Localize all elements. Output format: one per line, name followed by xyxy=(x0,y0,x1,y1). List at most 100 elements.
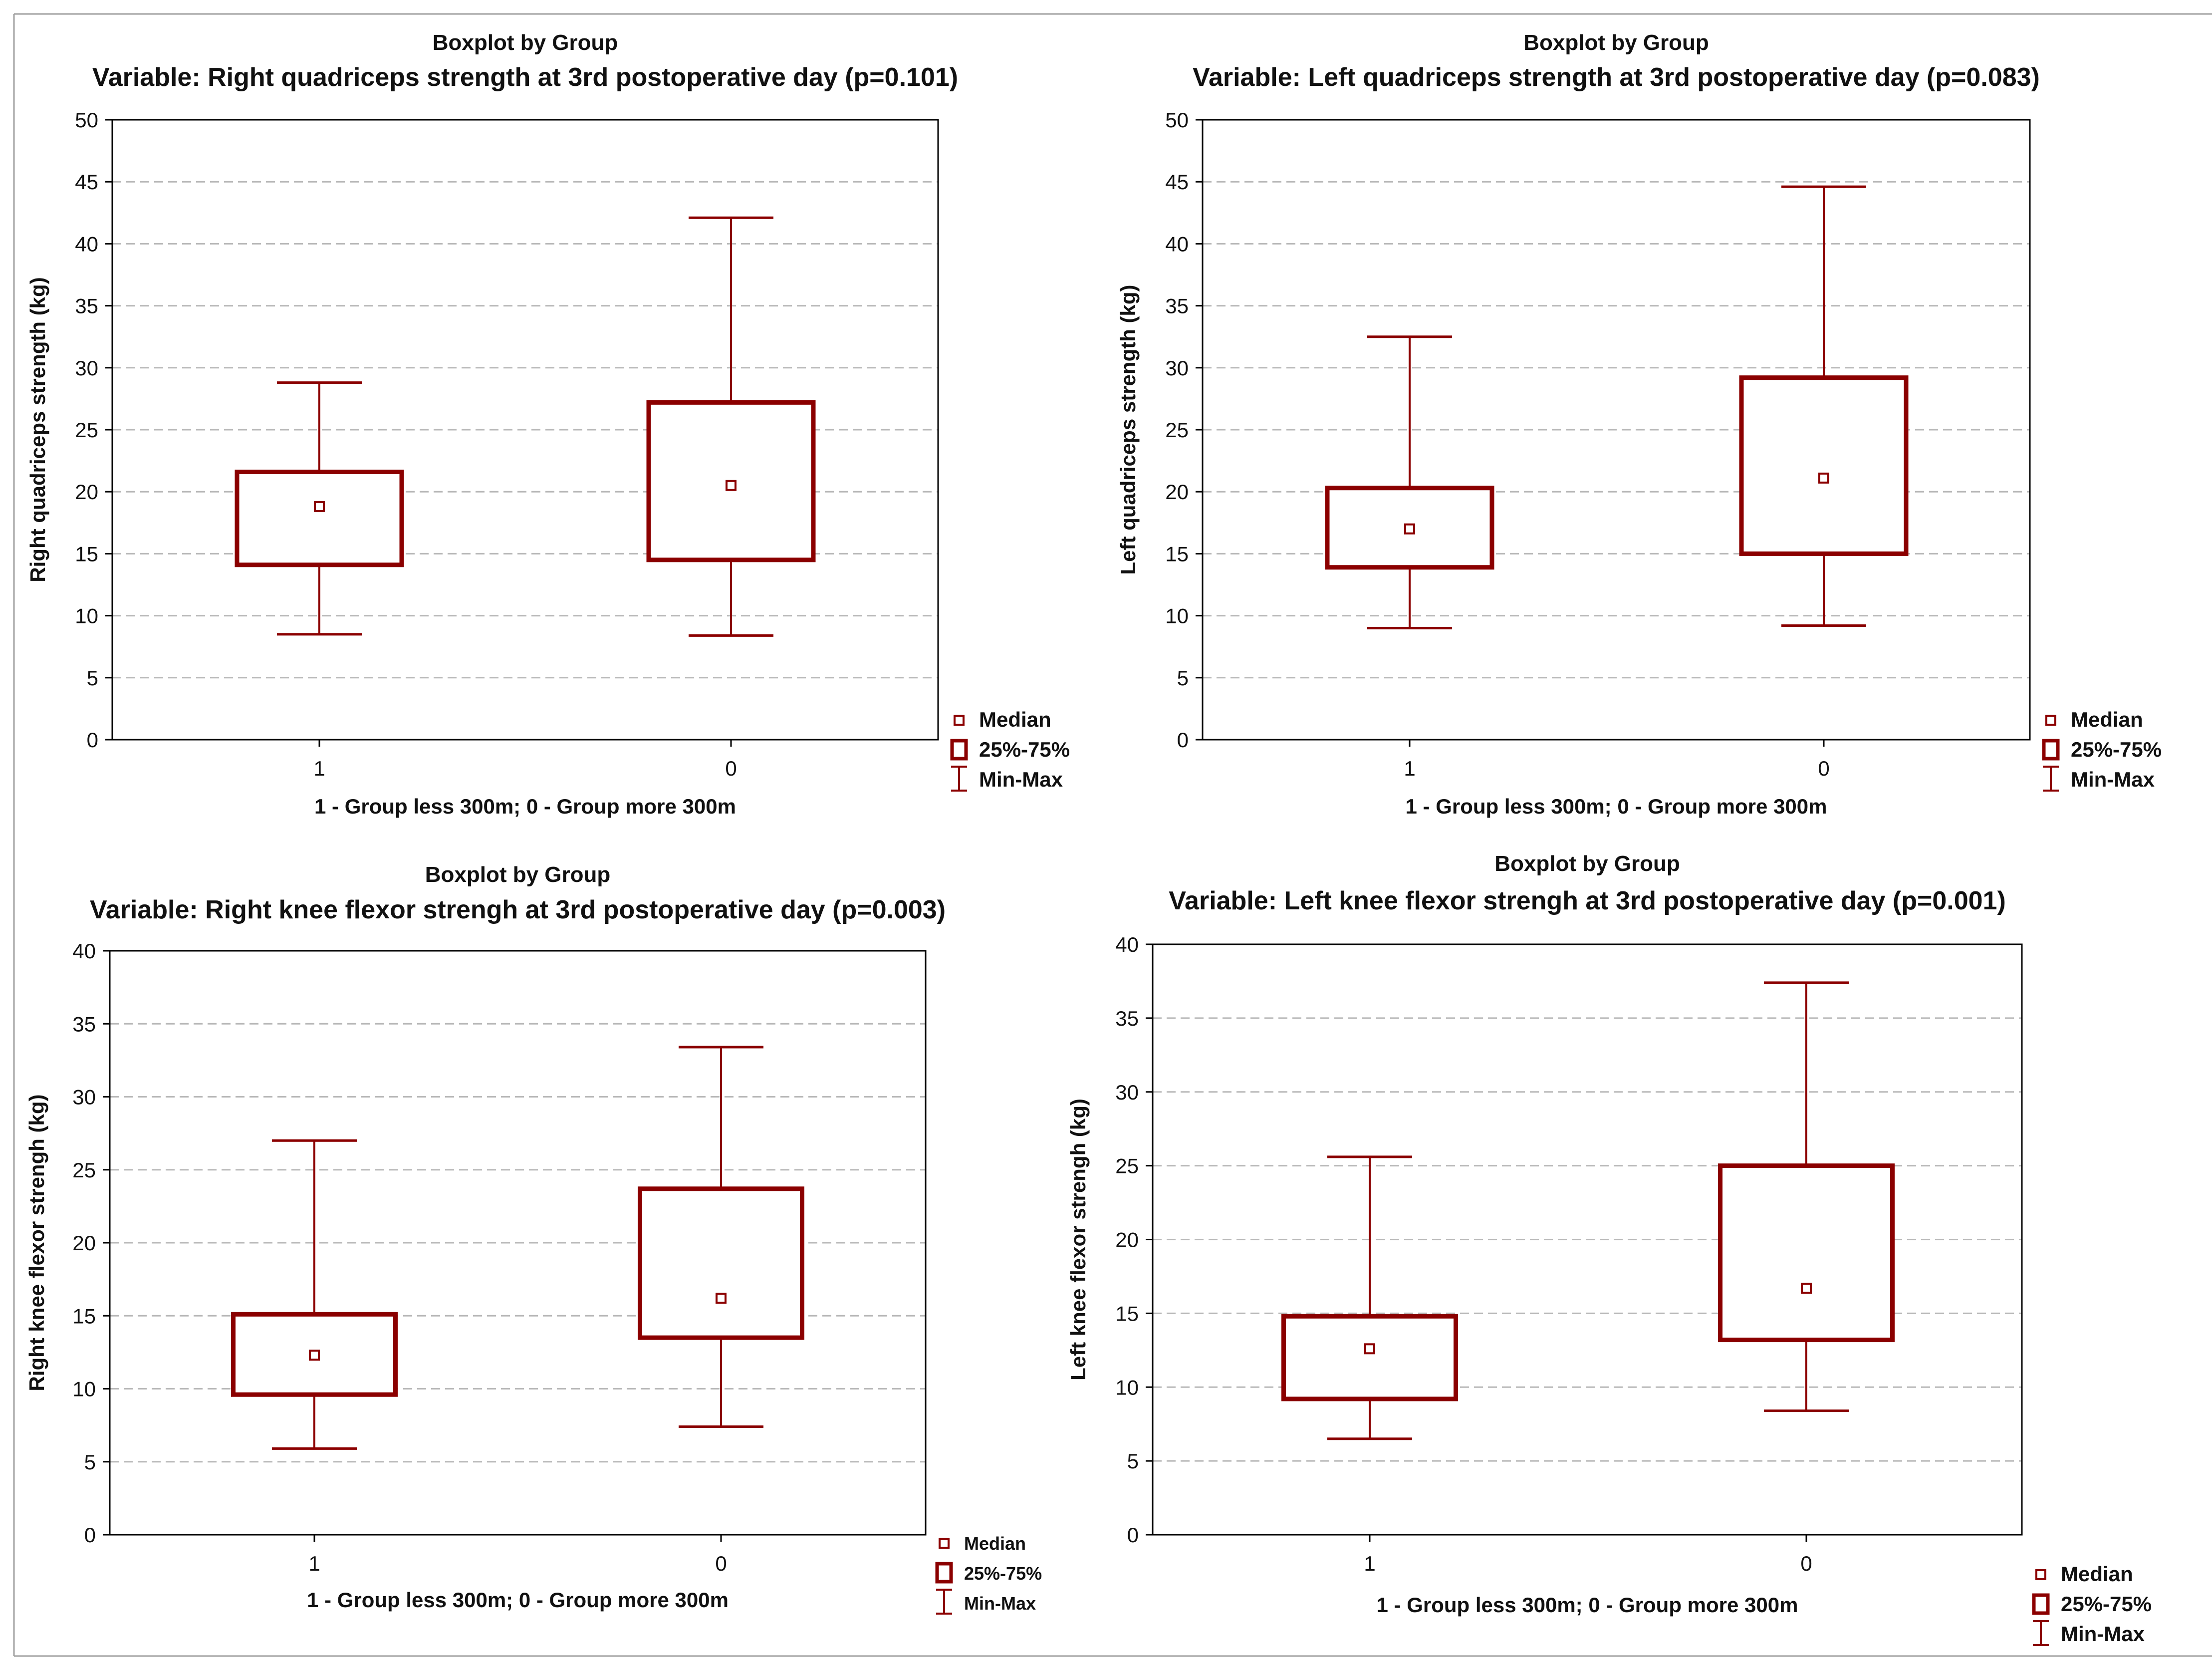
x-tick-label: 0 xyxy=(1800,1552,1812,1575)
y-tick-label: 30 xyxy=(1165,356,1189,380)
boxplot-group-0 xyxy=(646,216,816,637)
median-marker xyxy=(716,1293,727,1304)
y-tick-label: 25 xyxy=(1115,1154,1139,1178)
x-tick-label: 1 xyxy=(313,757,325,780)
y-tick-label: 40 xyxy=(1115,933,1139,956)
chart-1-subtitle: Variable: Right quadriceps strength at 3… xyxy=(92,63,958,92)
median-square-icon xyxy=(954,715,965,726)
legend-min-max-label: Min-Max xyxy=(2071,768,2155,791)
y-tick-label: 35 xyxy=(1165,294,1189,318)
median-marker xyxy=(1404,523,1415,535)
legend-median-label: Median xyxy=(964,1533,1026,1554)
y-tick-label: 45 xyxy=(75,170,98,194)
x-tick-label: 1 xyxy=(1404,757,1415,780)
chart-4-subtitle: Variable: Left knee flexor strengh at 3r… xyxy=(1169,886,2006,915)
median-square-icon xyxy=(2035,1569,2046,1580)
chart-3-x-axis-label: 1 - Group less 300m; 0 - Group more 300m xyxy=(307,1588,729,1612)
chart-3-y-axis-label: Right knee flexor strengh (kg) xyxy=(25,1094,48,1391)
legend-median-label: Median xyxy=(2071,708,2143,731)
y-tick-label: 20 xyxy=(72,1231,96,1255)
chart-4-x-axis-label: 1 - Group less 300m; 0 - Group more 300m xyxy=(1377,1593,1798,1617)
chart-2-title: Boxplot by Group xyxy=(1523,30,1709,55)
y-tick-label: 35 xyxy=(1115,1007,1139,1030)
iqr-box-icon xyxy=(2032,1593,2050,1615)
y-tick-label: 25 xyxy=(1165,418,1189,442)
iqr-box xyxy=(235,469,404,567)
y-tick-label: 15 xyxy=(72,1304,96,1328)
y-tick-label: 0 xyxy=(87,728,98,752)
iqr-box xyxy=(1281,1314,1458,1401)
y-tick-label: 20 xyxy=(1115,1228,1139,1252)
chart-1: Boxplot by Group Variable: Right quadrice… xyxy=(26,30,1070,818)
iqr-box-icon xyxy=(935,1562,953,1584)
boxplot-group-1 xyxy=(1325,335,1494,629)
y-tick-label: 15 xyxy=(75,542,98,565)
y-tick-label: 0 xyxy=(1127,1523,1139,1547)
y-tick-label: 40 xyxy=(1165,232,1189,256)
y-tick-label: 30 xyxy=(75,356,98,380)
boxplot-group-0 xyxy=(1718,981,1895,1412)
legend-min-max-label: Min-Max xyxy=(979,768,1063,791)
x-tick-label: 0 xyxy=(715,1552,727,1575)
y-tick-label: 5 xyxy=(1177,666,1189,690)
y-tick-label: 25 xyxy=(72,1158,96,1182)
chart-2-subtitle: Variable: Left quadriceps strength at 3r… xyxy=(1193,63,2040,92)
y-tick-label: 50 xyxy=(75,108,98,132)
chart-3: Boxplot by Group Variable: Right knee fle… xyxy=(25,862,1042,1615)
y-tick-label: 45 xyxy=(1165,170,1189,194)
boxplot-group-0 xyxy=(1739,185,1909,627)
chart-4: Boxplot by Group Variable: Left knee flex… xyxy=(1066,851,2152,1646)
chart-1-y-axis-label: Right quadriceps strength (kg) xyxy=(26,277,49,582)
y-tick-label: 15 xyxy=(1115,1302,1139,1325)
median-marker xyxy=(1801,1283,1812,1294)
boxplot-group-1 xyxy=(231,1139,398,1450)
chart-3-subtitle: Variable: Right knee flexor strengh at 3… xyxy=(90,895,946,924)
chart-4-title: Boxplot by Group xyxy=(1494,851,1680,876)
chart-3-legend: Median 25%-75% Min-Max xyxy=(935,1533,1042,1615)
chart-2: Boxplot by Group Variable: Left quadricep… xyxy=(1116,30,2162,818)
chart-1-title: Boxplot by Group xyxy=(433,30,618,55)
iqr-box-icon xyxy=(2042,739,2060,761)
iqr-box xyxy=(1718,1163,1895,1343)
y-tick-label: 40 xyxy=(72,939,96,963)
legend-iqr-label: 25%-75% xyxy=(2061,1592,2152,1616)
y-tick-label: 50 xyxy=(1165,108,1189,132)
legend-iqr-label: 25%-75% xyxy=(979,738,1070,761)
chart-2-legend: Median 25%-75% Min-Max xyxy=(2042,708,2162,792)
median-marker xyxy=(309,1350,320,1361)
iqr-box xyxy=(1739,375,1909,556)
legend-median-label: Median xyxy=(2061,1562,2133,1586)
boxplot-group-1 xyxy=(235,381,404,636)
iqr-box xyxy=(638,1186,804,1340)
y-tick-label: 10 xyxy=(75,604,98,628)
boxplot-group-0 xyxy=(638,1046,804,1428)
y-tick-label: 15 xyxy=(1165,542,1189,565)
legend-iqr-label: 25%-75% xyxy=(2071,738,2162,761)
y-tick-label: 30 xyxy=(72,1086,96,1109)
y-tick-label: 35 xyxy=(72,1012,96,1036)
y-tick-label: 10 xyxy=(1115,1376,1139,1399)
chart-4-y-axis-label: Left knee flexor strengh (kg) xyxy=(1066,1099,1090,1381)
legend-min-max-label: Min-Max xyxy=(2061,1622,2145,1646)
x-tick-label: 1 xyxy=(308,1552,320,1575)
median-marker xyxy=(314,501,325,513)
median-square-icon xyxy=(2045,715,2056,726)
legend-median-label: Median xyxy=(979,708,1051,731)
chart-2-x-axis-label: 1 - Group less 300m; 0 - Group more 300m xyxy=(1406,795,1827,818)
y-tick-label: 5 xyxy=(84,1450,96,1474)
y-tick-label: 20 xyxy=(1165,480,1189,504)
legend-iqr-label: 25%-75% xyxy=(964,1563,1042,1584)
median-marker xyxy=(726,480,737,491)
median-marker xyxy=(1818,472,1829,484)
y-tick-label: 10 xyxy=(72,1378,96,1401)
x-tick-label: 1 xyxy=(1364,1552,1375,1575)
boxplot-group-1 xyxy=(1281,1155,1458,1440)
y-tick-label: 25 xyxy=(75,418,98,442)
median-marker xyxy=(1364,1343,1375,1355)
y-tick-label: 10 xyxy=(1165,604,1189,628)
x-tick-label: 0 xyxy=(725,757,737,780)
x-tick-label: 0 xyxy=(1818,757,1829,780)
chart-2-y-axis-label: Left quadriceps strength (kg) xyxy=(1116,284,1140,574)
